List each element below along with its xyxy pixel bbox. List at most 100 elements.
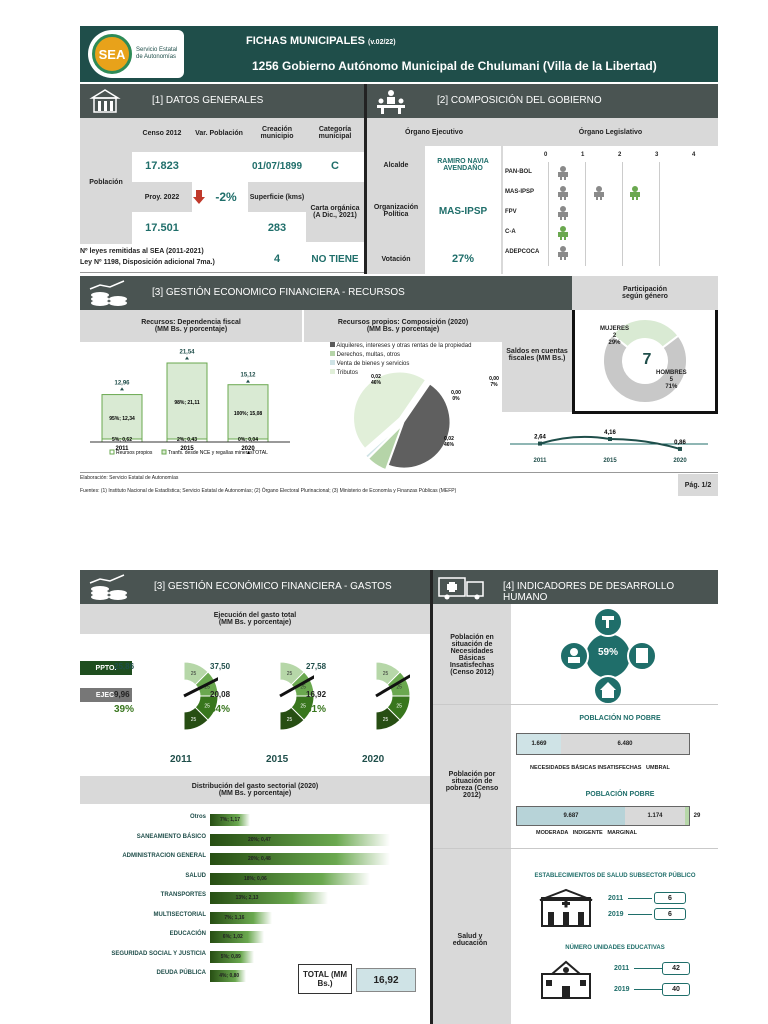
dist-title2: (MM Bs. y porcentaje) [218,790,292,797]
s1-s2-divider [364,84,367,274]
bar-label-own: 5%; 0,62 [112,437,132,443]
sector-name: MULTISECTORIAL [153,911,206,918]
gender-donut [602,318,688,404]
leyes-value: 4 [273,253,281,265]
bar-transfer [101,394,143,440]
gauge-needle [183,676,221,698]
gauge-pct: 54% [210,704,231,715]
person-icon [556,206,570,220]
total-marker [185,356,189,360]
carta-label: Carta orgánica (A Dic., 2021) [310,205,360,219]
pie-label: 7% [490,382,498,388]
footer-fuentes: Fuentes: (1) Instituto Nacional de Estad… [80,488,457,494]
scale-gridline [585,162,586,266]
gauge-needle [375,674,412,698]
p2-divider [430,570,433,1024]
nbi-value: 59% [597,646,618,658]
gauge-svg: 25 25 25 25 [279,661,316,731]
pobre-title: POBLACIÓN POBRE [585,790,655,798]
saldo-year: 2011 [533,458,547,464]
logo-badge: SEA [92,34,132,74]
sector-name: SANEAMIENTO BÁSICO [136,833,206,840]
s1-header-row [80,118,364,152]
nbi-infographic [559,607,657,705]
bar-label-transfer: 95%; 12,34 [109,416,135,422]
gauge-tick: 25 [396,704,402,710]
salud-title: ESTABLECIMIENTOS DE SALUD SUBSECTOR PÚBL… [534,873,696,879]
pie-legend-item: Alquileres, intereses y otras rentas de … [330,342,471,351]
gauge-tick: 25 [204,684,210,690]
ppto-badge: PPTO. [80,661,132,675]
col-var: Var. Población [195,129,243,137]
person-icon [556,246,570,260]
gauge-segment [279,661,305,686]
comp-title1: Recursos propios: Composición (2020) [337,319,469,326]
col-creacion: Creación municipio [260,126,294,140]
nbi-label: Población en situación de Necesidades Bá… [449,634,495,676]
party-label: FPV [505,209,517,215]
bar-total-label: 15,12 [240,373,256,379]
alcalde-label: Alcalde [383,161,409,169]
page-number: Pág. 1/2 [678,474,718,496]
comp-header-bg [304,310,502,342]
mujeres-pct: 29% [608,340,621,346]
saldo-point [678,446,682,451]
col-categoria: Categoría municipal [318,126,352,140]
logo-sub1: Servicio Estatal [136,47,178,53]
gauge-tick: 25 [287,717,293,723]
version: (v.02/22) [368,39,396,46]
connector [628,898,652,899]
proy-bg [132,182,192,212]
gauge-ejec: 20,08 [210,690,231,699]
sector-bar [210,970,246,982]
health-ambulance-icon [437,574,493,600]
pie-legend-item: Venta de bienes y servicios [330,360,471,369]
part-title2: según género [622,293,668,300]
pie-legend-item: Derechos, multas, otros [330,351,471,360]
edu-year-2011: 2011 [614,965,630,972]
legislativo-label: Órgano Legislativo [578,128,643,136]
carta-bg [306,182,364,242]
pie-label: 0,02 [444,436,454,442]
total-marker [246,379,250,383]
scale-gridline [622,162,623,266]
total-label: TOTAL (MM Bs.) [298,964,352,994]
gauge: 25 25 25 25 [342,646,412,744]
gauge-ejec: 9,96 [114,690,130,699]
gauge-tick: 25 [300,704,306,710]
saldo-point [538,441,542,446]
section2-title: [2] COMPOSICIÓN DEL GOBIERNO [437,95,602,106]
pie-label: 0,00 [451,390,461,396]
leg-marginal: MARGINAL [607,830,637,836]
gauge-tick: 25 [383,717,389,723]
sector-name: SALUD [185,872,206,879]
sector-label: 4%; 0,80 [219,973,240,979]
gauge-tick: 25 [191,671,197,677]
section3-header: [3] GESTIÓN ECONOMICO FINANCIERA - RECUR… [80,276,572,310]
pie-slice [353,371,427,450]
hombres-n: 5 [669,377,673,383]
gauge: 25 25 25 25 [246,646,316,744]
scale-gridline [659,162,660,266]
saldo-value: 2,64 [534,435,546,441]
gauge-svg: 25 25 25 25 [375,661,412,731]
person-icon [556,186,570,200]
person-icon [628,186,642,200]
leg-indigente: INDIGENTE [572,830,603,836]
sector-name: Otros [189,814,206,820]
carta-value: NO TIENE [311,253,359,265]
pie-label: 46% [371,380,382,386]
mujeres-n: 2 [612,333,617,339]
no-pobre-title: POBLACIÓN NO POBRE [579,714,661,722]
sector-bar [210,950,254,963]
dep-title1: Recursos: Dependencia fiscal [141,319,241,326]
sea-logo: SEA Servicio Estatal de Autonomías [88,30,184,78]
party-label: PAN-BOL [505,169,532,175]
dep-title2: (MM Bs. y porcentaje) [154,326,228,333]
no-pobre-bar: 1.669 6.480 [516,733,690,755]
section1-title: [1] DATOS GENERALES [152,95,264,106]
bar-label-transfer: 100%; 15,08 [234,411,263,417]
leyes-label2: Ley Nº 1198, Disposición adicional 7ma.) [80,259,215,266]
nbi-segment: 1.669 [517,734,561,754]
